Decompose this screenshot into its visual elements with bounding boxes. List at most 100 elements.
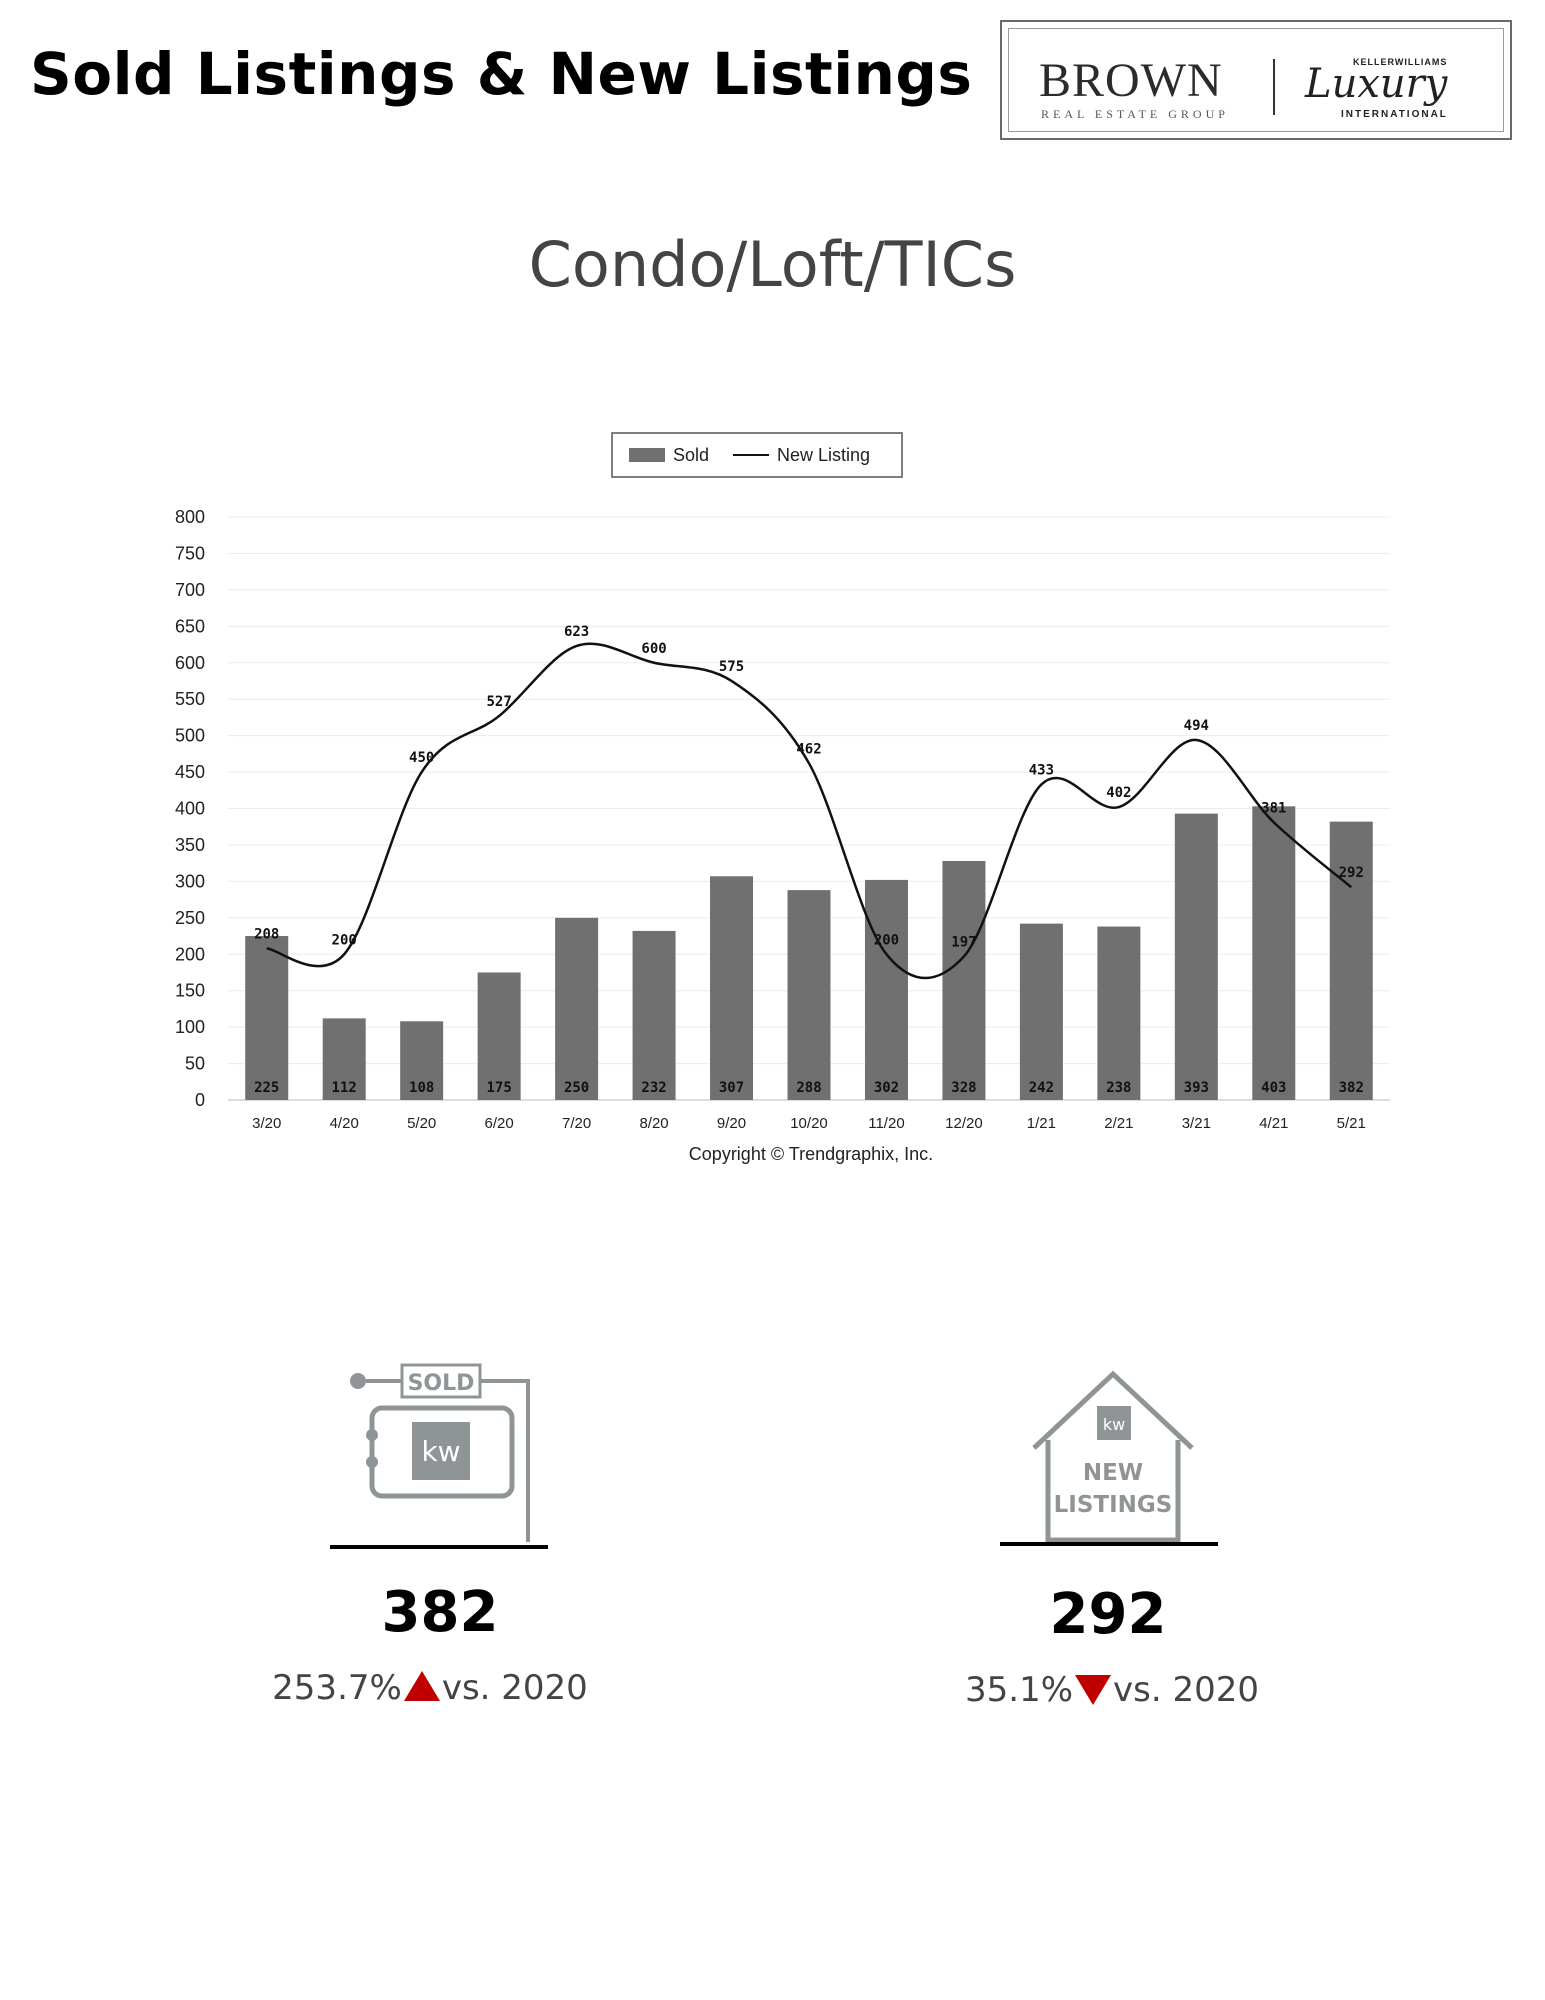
bar-data-label: 175 <box>486 1080 511 1096</box>
y-tick-label: 300 <box>175 871 205 891</box>
y-tick-label: 600 <box>175 653 205 673</box>
bar-data-label: 108 <box>409 1080 434 1096</box>
logo-brand-sub: REAL ESTATE GROUP <box>1041 107 1229 121</box>
chart-heading: Condo/Loft/TICs <box>528 228 1017 301</box>
new-underline <box>1000 1542 1218 1546</box>
x-tick-label: 10/20 <box>790 1115 828 1132</box>
y-tick-label: 450 <box>175 762 205 782</box>
logo-intl: INTERNATIONAL <box>1341 109 1448 120</box>
new-listings-change: 35.1% vs. 2020 <box>912 1670 1312 1710</box>
bar <box>1252 806 1296 1100</box>
line-data-label: 381 <box>1261 800 1286 816</box>
line-data-label: 433 <box>1029 762 1054 778</box>
sold-kw-mark: kw <box>421 1435 460 1468</box>
y-tick-label: 750 <box>175 543 205 563</box>
x-tick-label: 7/20 <box>562 1115 591 1132</box>
new-listing-line <box>266 642 1353 980</box>
sold-sign-icon: SOLD kw <box>350 1363 530 1542</box>
bar-data-label: 242 <box>1029 1080 1054 1096</box>
sold-sign-label: SOLD <box>408 1371 475 1396</box>
brown-keller-williams-logo: BROWN REAL ESTATE GROUP KELLERWILLIAMS L… <box>1000 20 1512 140</box>
line-data-label: 575 <box>719 659 744 675</box>
x-tick-label: 4/20 <box>330 1115 359 1132</box>
new-label-line1: NEW <box>1083 1460 1143 1486</box>
line-series-new-listing: 208 200 450 527 623 600 575 462 200 197 433 402 494 3… <box>254 624 1364 980</box>
logo-brand: BROWN <box>1039 54 1223 107</box>
line-data-label: 200 <box>332 932 357 948</box>
y-tick-label: 200 <box>175 944 205 964</box>
bar <box>1019 923 1063 1100</box>
bar <box>477 972 521 1100</box>
x-tick-label: 2/21 <box>1104 1115 1133 1132</box>
bar-data-label: 307 <box>719 1080 744 1096</box>
bar <box>1329 821 1373 1100</box>
line-data-label: 450 <box>409 750 434 766</box>
line-data-label: 402 <box>1106 785 1131 801</box>
bar <box>787 890 831 1100</box>
x-tick-label: 8/20 <box>639 1115 668 1132</box>
bar-data-label: 302 <box>874 1080 899 1096</box>
line-data-label: 600 <box>641 641 666 657</box>
y-tick-label: 250 <box>175 908 205 928</box>
line-data-label: 197 <box>951 934 976 950</box>
bar <box>400 1021 444 1100</box>
bar <box>245 936 289 1100</box>
bar-data-label: 382 <box>1339 1080 1364 1096</box>
y-tick-label: 400 <box>175 799 205 819</box>
line-data-label: 200 <box>874 932 899 948</box>
bar-data-label: 232 <box>641 1080 666 1096</box>
bar-data-label: 393 <box>1184 1080 1209 1096</box>
sold-value: 382 <box>381 1580 499 1645</box>
x-tick-label: 5/21 <box>1337 1115 1366 1132</box>
bar-data-label: 328 <box>951 1080 976 1096</box>
line-data-label: 527 <box>486 694 511 710</box>
bar-data-label: 403 <box>1261 1080 1286 1096</box>
y-axis: 0 50 100 150 200 250 300 350 400 450 500 550 600 650 7… <box>175 507 1390 1110</box>
bar <box>710 876 754 1100</box>
y-tick-label: 0 <box>195 1090 205 1110</box>
bar-data-label: 250 <box>564 1080 589 1096</box>
x-axis: 3/20 4/20 5/20 6/20 7/20 8/20 9/20 10/20 11/20 12… <box>252 1115 1366 1132</box>
logo-luxury: Luxury <box>1305 61 1448 107</box>
line-data-label: 292 <box>1339 865 1364 881</box>
logo-frame: BROWN REAL ESTATE GROUP KELLERWILLIAMS L… <box>1008 28 1504 132</box>
bar <box>864 879 908 1100</box>
sold-vs-new-listing-chart: Sold New Listing 0 50 100 150 200 250 300 350 40… <box>175 432 1390 1164</box>
x-tick-label: 3/21 <box>1182 1115 1211 1132</box>
bar <box>555 917 599 1100</box>
legend-sold-swatch <box>629 448 665 462</box>
x-tick-label: 9/20 <box>717 1115 746 1132</box>
line-data-label: 462 <box>796 741 821 757</box>
new-kw-mark: kw <box>1103 1415 1125 1434</box>
y-tick-label: 350 <box>175 835 205 855</box>
y-tick-label: 550 <box>175 689 205 709</box>
x-tick-label: 1/21 <box>1027 1115 1056 1132</box>
legend-new-listing-label: New Listing <box>777 445 870 465</box>
x-tick-label: 4/21 <box>1259 1115 1288 1132</box>
bar <box>1097 926 1141 1100</box>
y-tick-label: 50 <box>185 1054 205 1074</box>
new-change-percent: 35.1% <box>965 1670 1074 1710</box>
bar-data-label: 288 <box>796 1080 821 1096</box>
y-tick-label: 650 <box>175 616 205 636</box>
sold-change-percent: 253.7% <box>272 1668 402 1708</box>
bar <box>1174 813 1218 1100</box>
y-tick-label: 100 <box>175 1017 205 1037</box>
x-tick-label: 3/20 <box>252 1115 281 1132</box>
logo-kw-top: KELLERWILLIAMS <box>1353 57 1448 67</box>
bar-series-sold: 225 112 108 175 250 232 307 288 302 328 242 238 393 4… <box>245 806 1373 1100</box>
up-arrow-icon <box>403 1671 440 1701</box>
x-tick-label: 12/20 <box>945 1115 983 1132</box>
bar <box>322 1018 366 1100</box>
new-listings-value: 292 <box>1049 1582 1167 1647</box>
sold-change: 253.7% vs. 2020 <box>230 1668 630 1708</box>
sold-change-suffix: vs. 2020 <box>441 1668 588 1708</box>
y-tick-label: 500 <box>175 726 205 746</box>
bar <box>632 930 676 1100</box>
line-data-label: 208 <box>254 926 279 942</box>
new-listings-house-icon: kw NEW LISTINGS <box>1032 1370 1194 1543</box>
bar-data-label: 225 <box>254 1080 279 1096</box>
legend-sold-label: Sold <box>673 445 709 465</box>
line-data-label: 623 <box>564 624 589 640</box>
y-tick-label: 800 <box>175 507 205 527</box>
